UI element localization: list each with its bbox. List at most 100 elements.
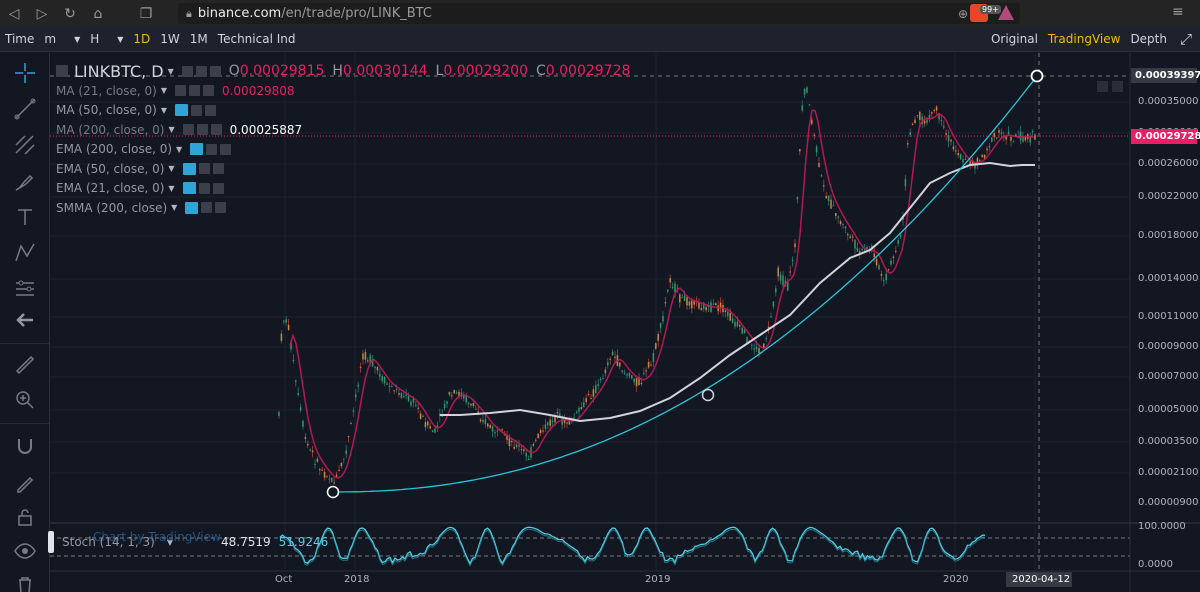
indicator-row[interactable]: EMA (200, close, 0) ▼ [56,140,630,160]
curve-anchor-mid[interactable] [701,388,715,402]
bookmark-icon[interactable]: ❐ [139,5,153,22]
ruler-icon[interactable] [13,353,37,377]
indicator-label[interactable]: MA (50, close, 0) [56,103,157,118]
visibility-icon[interactable] [174,104,188,117]
candle-body [645,370,647,372]
settings-icon[interactable] [198,163,210,175]
trash-icon[interactable] [13,573,37,592]
crosshair-icon[interactable] [13,61,37,85]
close-icon[interactable] [220,143,232,155]
chevron-down-icon[interactable]: ▼ [168,183,175,193]
chevron-down-icon[interactable]: ▼ [166,537,173,547]
candle-body [693,300,695,305]
trend-line-icon[interactable] [13,97,37,121]
zoom-in-icon[interactable] [13,388,37,412]
chevron-down-icon[interactable]: ▼ [168,125,175,135]
visibility-icon[interactable] [182,162,196,175]
chevron-down-icon[interactable]: ▼ [160,105,167,115]
close-icon[interactable] [212,182,224,194]
fullscreen-icon[interactable]: ⤢ [1179,30,1192,48]
candle-body [926,119,928,123]
indicator-label[interactable]: EMA (21, close, 0) [56,181,165,196]
settings-icon[interactable] [206,143,218,155]
text-tool-icon[interactable] [13,205,37,229]
prediction-icon[interactable] [13,277,37,301]
indicator-row[interactable]: EMA (50, close, 0) ▼ [56,159,630,179]
eye-icon[interactable] [13,539,37,563]
chevron-down-icon[interactable]: ▼ [167,66,174,76]
fib-tool-icon[interactable] [13,133,37,157]
visibility-icon[interactable] [182,182,196,195]
indicator-row[interactable]: MA (50, close, 0) ▼ [56,101,630,121]
close-icon[interactable] [212,163,224,175]
chevron-down-icon[interactable]: ▼ [160,86,167,96]
candle-body [743,329,746,334]
indicator-row[interactable]: EMA (21, close, 0) ▼ [56,179,630,199]
oscillator-label[interactable]: Stoch (14, 1, 3) [62,535,155,549]
hour-dropdown[interactable]: H ▼ [85,27,128,52]
view-depth-tab[interactable]: Depth [1130,32,1167,46]
settings-icon[interactable] [188,85,200,97]
indicator-row[interactable]: SMMA (200, close) ▼ [56,198,630,218]
settings-icon[interactable] [195,65,207,77]
forward-icon[interactable]: ▷ [36,5,48,22]
indicator-label[interactable]: EMA (50, close, 0) [56,161,165,176]
interval-1m-button[interactable]: 1M [189,32,208,46]
interval-1w-button[interactable]: 1W [160,32,180,46]
collapse-icon[interactable] [56,65,68,77]
close-icon[interactable] [209,65,221,77]
symbol-label[interactable]: LINKBTC, D [74,61,164,81]
minute-dropdown[interactable]: m ▼ [39,27,85,52]
chart-settings-icon[interactable] [1097,81,1108,92]
interval-1d-button[interactable]: 1D [133,32,151,46]
pattern-icon[interactable] [13,241,37,265]
indicator-label[interactable]: EMA (200, close, 0) [56,142,173,157]
indicator-label[interactable]: SMMA (200, close) [56,200,168,215]
home-icon[interactable]: ⌂ [93,5,103,22]
settings-icon[interactable] [196,124,208,136]
address-bar[interactable]: 🔒︎ binance.com/en/trade/pro/LINK_BTC ⊕ ☆ [178,3,1020,24]
chevron-down-icon[interactable]: ▼ [171,203,178,213]
magnet-icon[interactable] [13,435,37,459]
technical-indicators-button[interactable]: Technical Ind [217,32,296,46]
visibility-icon[interactable] [185,201,199,214]
visibility-icon[interactable] [181,65,193,77]
curve-anchor-end[interactable] [1030,69,1044,83]
close-icon[interactable] [202,85,214,97]
indicator-row[interactable]: MA (21, close, 0) ▼ 0.00029808 [56,81,630,101]
chevron-down-icon[interactable]: ▼ [168,164,175,174]
chevron-down-icon[interactable]: ▼ [176,144,183,154]
close-icon[interactable] [215,202,227,214]
menu-icon[interactable]: ≡ [1172,4,1184,20]
visibility-icon[interactable] [174,85,186,97]
view-tradingview-tab[interactable]: TradingView [1047,32,1121,46]
close-icon[interactable] [204,104,216,116]
osc-handle[interactable] [48,531,54,553]
reload-icon[interactable]: ↻ [64,5,76,22]
close-icon[interactable] [210,124,222,136]
settings-icon[interactable] [190,104,202,116]
settings-icon[interactable] [201,202,213,214]
candle-body [832,205,835,207]
zoom-icon[interactable]: ⊕ [957,6,968,21]
arrow-left-icon[interactable] [13,308,37,332]
settings-icon[interactable] [198,182,210,194]
parabolic-curve-drawing[interactable] [333,75,1038,493]
chart-scale-icon[interactable] [1112,81,1123,92]
indicator-label[interactable]: MA (21, close, 0) [56,83,157,98]
candle-body [475,408,477,410]
indicator-row[interactable]: MA (200, close, 0) ▼ 0.00025887 [56,120,630,140]
osc-axis-bottom: 0.0000 [1138,559,1173,570]
back-icon[interactable]: ◁ [8,5,20,22]
visibility-icon[interactable] [190,143,204,156]
tradingview-watermark[interactable]: Chart by TradingView [93,530,221,544]
price-chart[interactable] [50,53,1200,592]
view-original-tab[interactable]: Original [990,32,1038,46]
curve-anchor-start[interactable] [326,485,340,499]
brush-icon[interactable] [13,169,37,193]
lock-drawing-icon[interactable] [13,471,37,495]
indicator-label[interactable]: MA (200, close, 0) [56,122,165,137]
visibility-icon[interactable] [182,124,194,136]
rewards-icon[interactable] [998,5,1014,20]
lock-icon[interactable] [13,505,37,529]
